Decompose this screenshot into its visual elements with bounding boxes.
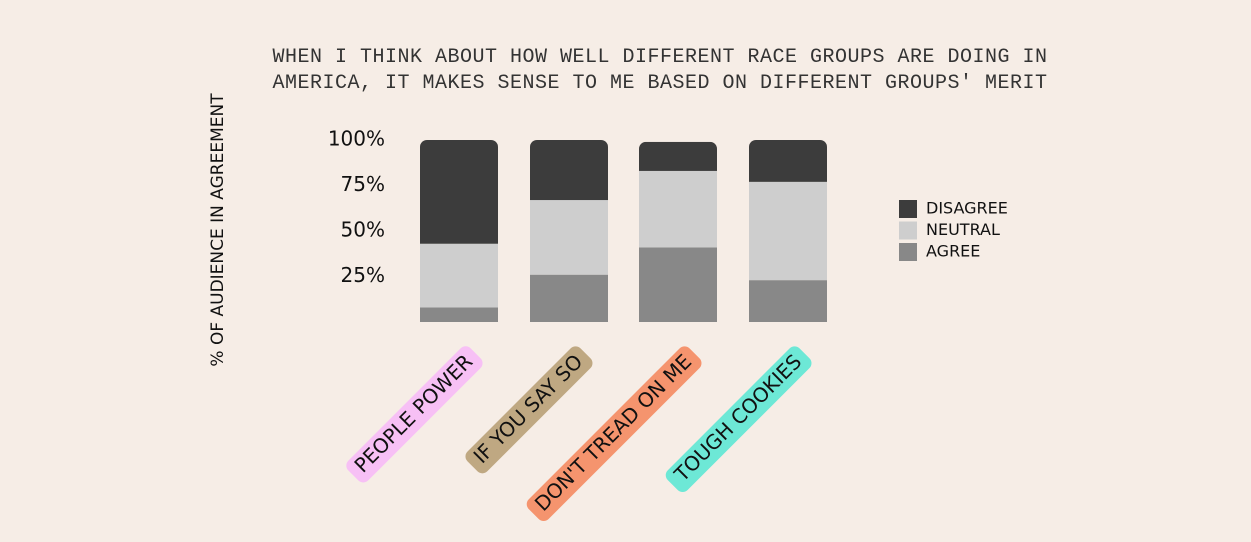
legend-label: AGREE [926,242,980,261]
legend-label: NEUTRAL [926,220,1000,239]
y-tick-label: 50% [341,218,385,242]
y-tick-label: 100% [328,127,385,151]
bar-segment [749,280,827,322]
legend-swatch [899,200,917,218]
chart-title: WHEN I THINK ABOUT HOW WELL DIFFERENT RA… [272,46,1048,95]
bar-segment [639,170,717,248]
bar-segment [639,141,717,171]
bar-group [639,141,717,322]
bar-segment [639,247,717,322]
bar-segment [530,200,608,275]
legend-swatch [899,221,917,240]
bar-group [420,140,498,322]
y-axis-label: % OF AUDIENCE IN AGREEMENT [208,93,228,367]
category-pill [465,346,593,474]
bar-segment [749,140,827,182]
category-pill [526,346,702,522]
bar-segment [530,274,608,322]
bar-segment [420,243,498,308]
legend-swatch [899,243,917,261]
x-tick-label: IF YOU SAY SO [469,349,588,468]
bar-segment [420,307,498,322]
x-tick-label: PEOPLE POWER [349,349,477,477]
y-tick-label: 75% [341,172,385,196]
bar-segment [420,140,498,244]
category-label: PEOPLE POWER [346,346,483,483]
category-pill [665,346,812,493]
bar-segment [530,140,608,201]
legend-label: DISAGREE [926,199,1008,218]
y-tick-label: 25% [341,263,385,287]
bar-segment [749,181,827,281]
bar-group [530,140,608,322]
bar-group [749,140,827,322]
category-pill [346,346,483,483]
